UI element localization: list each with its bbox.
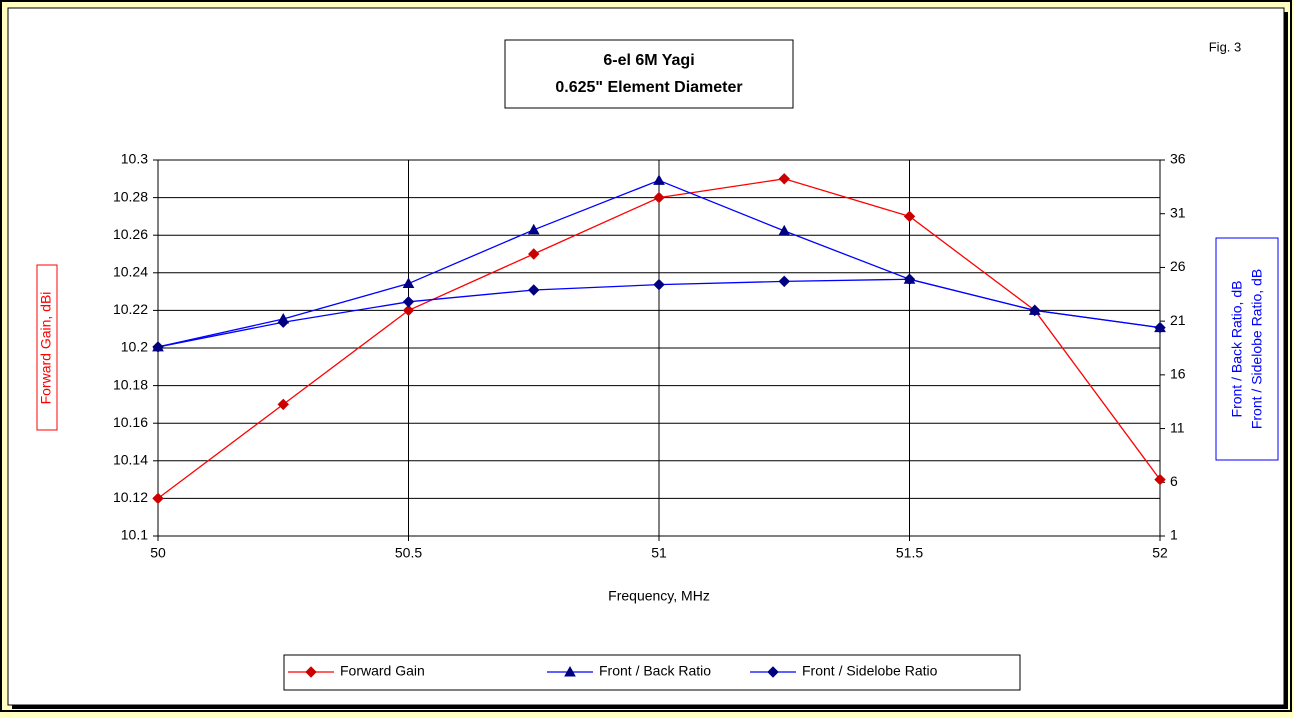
y-tick-label: 10.18 (113, 376, 148, 392)
y2-axis-title: Front / Back Ratio, dB (1229, 281, 1245, 418)
marker (903, 210, 916, 223)
y-axis-title-box (36, 264, 58, 431)
y-tick-label: 10.26 (113, 226, 148, 242)
marker (778, 224, 791, 236)
y2-tick-label: 1 (1170, 527, 1178, 543)
marker (1029, 304, 1041, 317)
chart-title: 0.625" Element Diameter (555, 79, 742, 96)
marker (778, 173, 790, 185)
marker (778, 275, 790, 288)
y-tick-label: 10.12 (113, 489, 148, 505)
y2-tick-label: 21 (1170, 312, 1186, 328)
marker (527, 223, 540, 235)
marker (1154, 321, 1166, 334)
y-tick-label: 10.28 (113, 188, 148, 204)
legend-box (283, 654, 1021, 691)
y2-tick-label: 26 (1170, 258, 1186, 274)
x-tick-label: 52 (1152, 545, 1168, 561)
y2-tick-label: 36 (1170, 151, 1186, 167)
y2-tick-label: 16 (1170, 366, 1186, 382)
marker (152, 492, 164, 505)
x-axis-title: Frequency, MHz (608, 588, 710, 604)
x-tick-label: 51.5 (896, 545, 923, 561)
legend-marker (305, 666, 317, 678)
legend-label: Front / Sidelobe Ratio (802, 663, 938, 679)
y2-tick-label: 11 (1170, 419, 1185, 435)
y2-axis-title: Front / Sidelobe Ratio, dB (1249, 269, 1265, 429)
marker (1154, 473, 1166, 486)
marker (903, 273, 916, 285)
y2-axis-title-box (1215, 237, 1279, 461)
marker (402, 304, 415, 317)
y-tick-label: 10.14 (113, 452, 148, 468)
y-axis-title: Forward Gain, dBi (38, 292, 54, 405)
y-tick-label: 10.1 (121, 527, 148, 543)
marker (152, 341, 164, 353)
marker (653, 174, 665, 185)
marker (653, 278, 665, 291)
marker (653, 191, 665, 204)
x-tick-label: 50 (150, 545, 166, 561)
marker (402, 296, 415, 308)
y-tick-label: 10.16 (113, 414, 148, 430)
marker (402, 277, 415, 289)
y-tick-label: 10.24 (113, 264, 148, 280)
y2-tick-label: 31 (1170, 204, 1186, 220)
marker (277, 316, 289, 328)
marker (528, 284, 540, 296)
legend-marker (564, 665, 576, 677)
y-tick-label: 10.22 (113, 301, 148, 317)
marker (528, 248, 540, 260)
title-box (504, 39, 794, 109)
marker (277, 398, 289, 411)
y2-tick-label: 6 (1170, 473, 1178, 489)
x-tick-label: 51 (651, 545, 667, 561)
chart-title: 6-el 6M Yagi (603, 52, 694, 69)
y-tick-label: 10.3 (121, 151, 148, 167)
legend-label: Front / Back Ratio (599, 663, 711, 679)
annotation: Fig. 3 (1209, 39, 1242, 54)
legend-marker (767, 666, 779, 678)
legend-label: Forward Gain (340, 663, 425, 679)
x-tick-label: 50.5 (395, 545, 422, 561)
y-tick-label: 10.2 (121, 339, 148, 355)
